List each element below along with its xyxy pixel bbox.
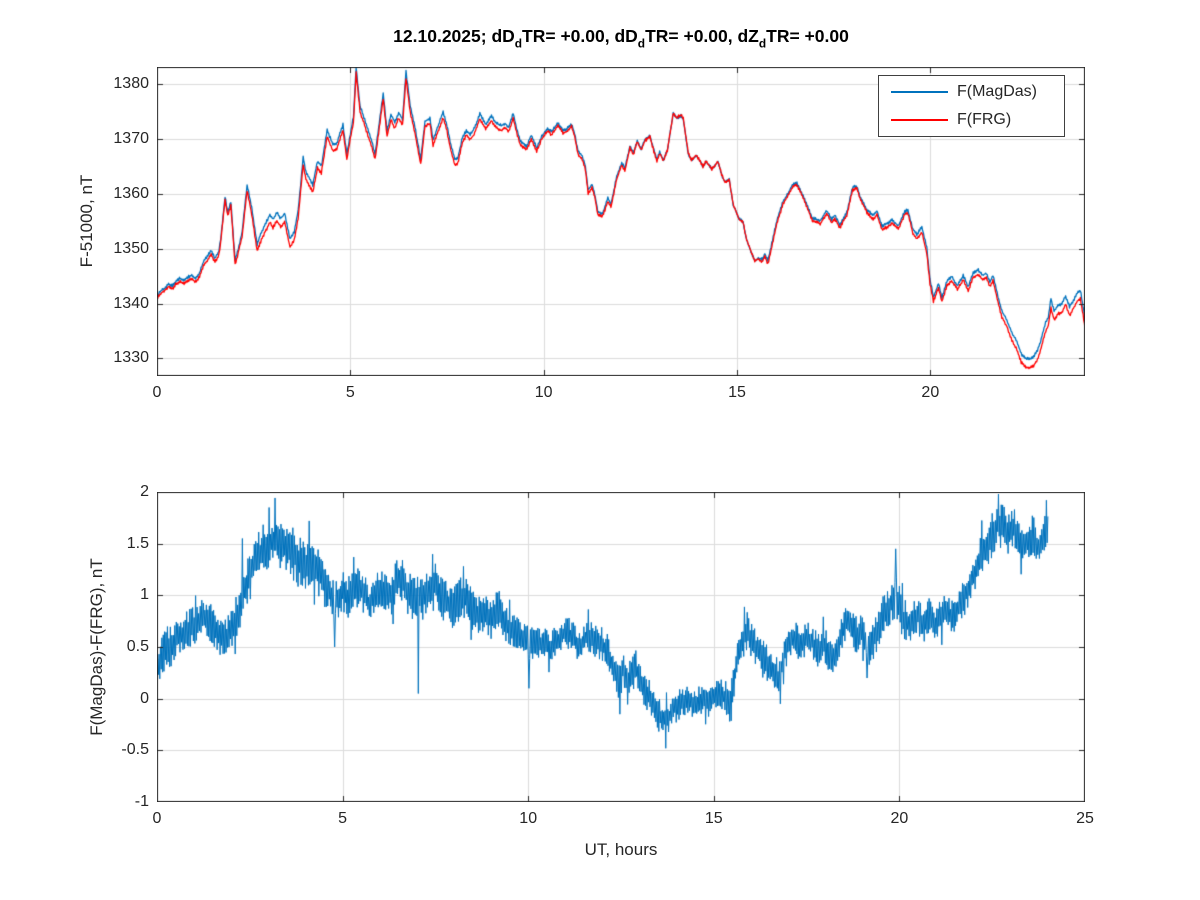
y-tick-label: -0.5 [121,741,149,759]
legend: F(MagDas) F(FRG) [878,75,1065,137]
title-text: TR= +0.00 [766,26,849,46]
x-tick-label: 5 [338,810,348,827]
y-tick-label: 1330 [113,349,149,367]
x-tick-label: 20 [890,810,909,827]
figure-title: 12.10.2025; dDdTR= +0.00, dDdTR= +0.00, … [157,26,1085,50]
y-tick-label: 2 [140,483,149,500]
y-tick-label: 1 [140,586,149,604]
bottom-x-axis-label: UT, hours [584,840,658,859]
title-text: TR= +0.00, dZ [645,26,759,46]
x-tick-label: 20 [921,384,940,401]
x-tick-label: 15 [704,810,723,827]
x-tick-label: 25 [1076,810,1094,827]
y-tick-label: 1370 [113,129,149,147]
x-tick-label: 0 [152,810,162,827]
legend-label-frg: F(FRG) [957,111,1012,129]
title-subscript: d [514,36,523,51]
y-tick-label: -1 [134,793,149,810]
magdas-line-sample [891,90,948,93]
x-tick-label: 5 [345,384,355,401]
bottom-plot-canvas [157,492,1085,802]
legend-item-magdas: F(MagDas) [879,79,1064,105]
y-tick-label: 1380 [113,75,149,92]
title-text: 12.10.2025; dD [393,26,515,46]
y-tick-label: 0.5 [126,638,149,655]
legend-item-frg: F(FRG) [879,107,1064,133]
frg-line-sample [891,119,948,122]
x-tick-label: 10 [534,384,553,401]
legend-label-magdas: F(MagDas) [957,82,1038,100]
y-tick-label: 1340 [113,294,149,312]
x-tick-label: 10 [519,810,538,827]
y-tick-label: 1360 [113,184,149,202]
title-text: TR= +0.00, dD [522,26,638,46]
x-tick-label: 15 [728,384,746,401]
x-tick-label: 0 [152,384,162,401]
title-subscript: d [637,36,646,51]
top-y-axis-label: F-51000, nT [77,174,96,268]
y-tick-label: 1.5 [126,534,149,552]
y-tick-label: 0 [140,689,149,707]
y-tick-label: 1350 [113,239,149,257]
title-subscript: d [758,36,767,51]
